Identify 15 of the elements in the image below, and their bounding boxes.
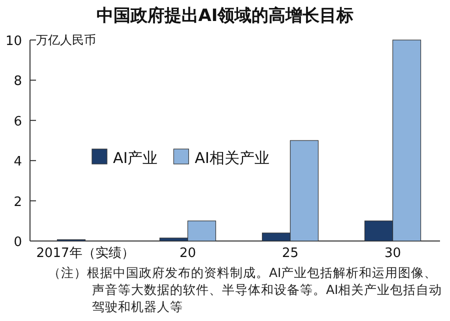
legend-label: AI相关产业: [194, 149, 270, 167]
y-tick-label: 2: [14, 194, 22, 210]
x-tick-label: 25: [282, 246, 299, 261]
legend-label: AI产业: [113, 149, 158, 167]
x-tick-label: 30: [384, 246, 402, 261]
x-tick-label: 20: [179, 246, 196, 261]
chart-title: 中国政府提出AI领域的高增长目标: [96, 6, 354, 26]
text: （注）根据中国政府发布的资料制成。AI产业包括解析和运用图像、声音等大数据的软件、半导体和设备等。AI相关产业包括自动驾驶和机器人等: [48, 264, 443, 315]
y-tick-label: 10: [5, 34, 22, 49]
y-tick-label: 0: [14, 235, 22, 250]
y-tick-label: 6: [14, 114, 22, 130]
y-tick-label: 8: [14, 74, 22, 90]
y-tick-label: 4: [14, 154, 22, 170]
x-tick-label: 2017年（实绩）: [36, 246, 134, 261]
y-axis-title: 万亿人民币: [36, 33, 96, 47]
